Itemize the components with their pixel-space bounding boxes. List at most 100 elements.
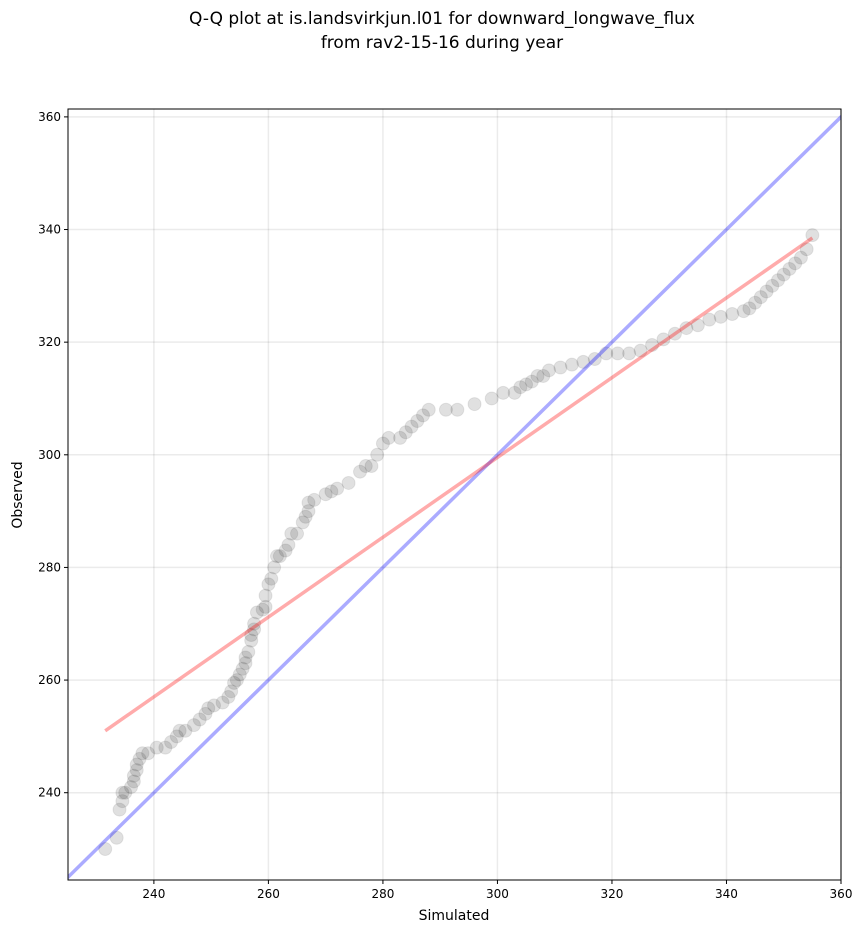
- point: [227, 675, 242, 690]
- point: [742, 301, 757, 316]
- point: [393, 430, 408, 445]
- point: [656, 332, 671, 347]
- x-tick-label: 240: [142, 887, 165, 901]
- point: [713, 309, 728, 324]
- point: [244, 633, 259, 648]
- point: [238, 656, 253, 671]
- point: [805, 228, 820, 243]
- point: [553, 360, 568, 375]
- point: [235, 661, 250, 676]
- point: [247, 616, 262, 631]
- point: [576, 354, 591, 369]
- point: [610, 346, 625, 361]
- point: [524, 374, 539, 389]
- point: [622, 346, 637, 361]
- point: [258, 588, 273, 603]
- point: [301, 495, 316, 510]
- point: [398, 425, 413, 440]
- point: [135, 746, 150, 761]
- point: [404, 419, 419, 434]
- point: [467, 397, 482, 412]
- point: [450, 402, 465, 417]
- x-tick-label: 300: [486, 887, 509, 901]
- point: [421, 402, 436, 417]
- point: [129, 757, 144, 772]
- point: [370, 447, 385, 462]
- point: [519, 377, 534, 392]
- point: [645, 337, 660, 352]
- point: [290, 526, 305, 541]
- point: [244, 628, 259, 643]
- point: [564, 357, 579, 372]
- point: [358, 459, 373, 474]
- point: [224, 684, 239, 699]
- point: [484, 391, 499, 406]
- point: [702, 312, 717, 327]
- point: [255, 602, 270, 617]
- point: [667, 326, 682, 341]
- x-tick-label: 360: [830, 887, 853, 901]
- y-tick-label: 240: [38, 786, 61, 800]
- data-layer: [68, 114, 841, 880]
- point: [307, 492, 322, 507]
- point: [126, 774, 141, 789]
- point: [776, 267, 791, 282]
- point: [149, 740, 164, 755]
- x-tick-label: 320: [601, 887, 624, 901]
- point: [364, 459, 379, 474]
- point: [261, 577, 276, 592]
- y-tick-label: 300: [38, 448, 61, 462]
- point: [496, 385, 511, 400]
- point: [725, 306, 740, 321]
- point: [198, 706, 213, 721]
- point: [238, 650, 253, 665]
- point: [587, 352, 602, 367]
- point: [793, 250, 808, 265]
- point: [215, 695, 230, 710]
- y-tick-label: 340: [38, 223, 61, 237]
- point: [410, 414, 425, 429]
- point: [164, 735, 179, 750]
- point: [229, 673, 244, 688]
- point: [269, 549, 284, 564]
- point: [201, 701, 216, 716]
- point: [258, 599, 273, 614]
- point: [753, 290, 768, 305]
- point: [284, 526, 299, 541]
- point: [109, 830, 124, 845]
- point: [267, 560, 282, 575]
- point: [232, 667, 247, 682]
- point: [115, 794, 130, 809]
- point: [318, 487, 333, 502]
- point: [771, 273, 786, 288]
- point: [192, 712, 207, 727]
- point: [112, 802, 127, 817]
- point: [633, 343, 648, 358]
- point: [536, 368, 551, 383]
- point: [341, 475, 356, 490]
- plot-area: 240 260 280 300 320 340 360 240 260 280 300 320 340 3…: [38, 109, 852, 901]
- point: [172, 723, 187, 738]
- x-tick-label: 260: [257, 887, 280, 901]
- point: [298, 509, 313, 524]
- y-tick-label: 360: [38, 110, 61, 124]
- point: [221, 689, 236, 704]
- point: [123, 780, 138, 795]
- point: [118, 785, 133, 800]
- y-tick-label: 260: [38, 673, 61, 687]
- point: [169, 729, 184, 744]
- point: [788, 256, 803, 271]
- point: [799, 242, 814, 257]
- point: [541, 363, 556, 378]
- point: [207, 698, 222, 713]
- point: [599, 346, 614, 361]
- point: [381, 430, 396, 445]
- reference-line: [68, 114, 841, 880]
- point: [178, 723, 193, 738]
- point: [126, 768, 141, 783]
- chart-title: Q-Q plot at is.landsvirkjun.l01 for down…: [189, 9, 695, 29]
- point: [249, 605, 264, 620]
- point: [690, 318, 705, 333]
